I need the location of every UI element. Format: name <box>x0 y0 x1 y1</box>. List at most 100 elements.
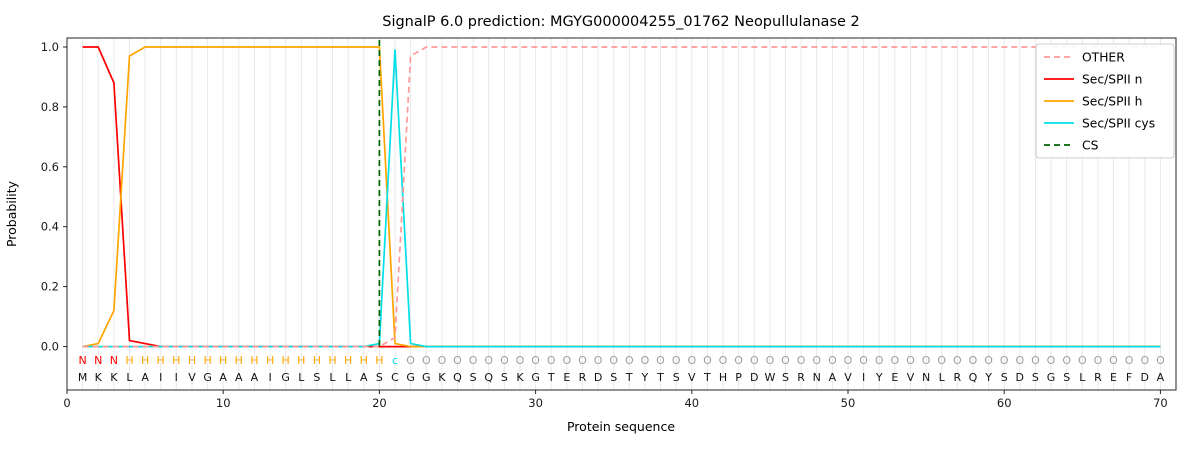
legend: OTHER Sec/SPII n Sec/SPII h Sec/SPII cys CS <box>1035 43 1175 159</box>
residue-letter: V <box>188 371 196 384</box>
residue-letter: T <box>547 371 555 384</box>
region-label: O <box>1125 354 1134 367</box>
residue-letter: A <box>219 371 227 384</box>
plot-border <box>66 37 1177 391</box>
region-label: H <box>375 354 383 367</box>
residue-letter: S <box>1032 371 1039 384</box>
residue-letter: R <box>953 371 961 384</box>
region-label: O <box>562 354 571 367</box>
residue-letter: R <box>1094 371 1102 384</box>
residue-letter: G <box>531 371 540 384</box>
region-label: O <box>547 354 556 367</box>
region-label: H <box>344 354 352 367</box>
legend-entry-label: OTHER <box>1082 50 1125 64</box>
region-label: O <box>1047 354 1056 367</box>
residue-letter: G <box>422 371 431 384</box>
region-label: H <box>188 354 196 367</box>
region-label: O <box>922 354 931 367</box>
region-label: O <box>797 354 806 367</box>
region-label: H <box>125 354 133 367</box>
region-label: N <box>94 354 102 367</box>
region-label: O <box>1031 354 1040 367</box>
residue-letter: Y <box>641 371 649 384</box>
region-label: H <box>250 354 258 367</box>
series-layer <box>82 40 1161 348</box>
x-tick-label: 40 <box>684 396 699 410</box>
residue-letter: S <box>1063 371 1070 384</box>
region-label: O <box>687 354 696 367</box>
region-label: O <box>406 354 415 367</box>
region-label: H <box>328 354 336 367</box>
residue-letter: R <box>797 371 805 384</box>
residue-letter: A <box>141 371 149 384</box>
residue-letter: S <box>376 371 383 384</box>
region-label: H <box>266 354 274 367</box>
sequence-letters-layer: NMNKNKHLHAHIHIHVHGHAHAHAHIHGHLHSHLHLHAHS… <box>78 354 1165 384</box>
region-label: c <box>392 354 398 367</box>
residue-letter: I <box>268 371 271 384</box>
residue-letter: V <box>844 371 852 384</box>
residue-letter: L <box>1079 371 1086 384</box>
region-label: O <box>859 354 868 367</box>
region-label: O <box>969 354 978 367</box>
region-label: H <box>203 354 211 367</box>
axes-layer: 0 10 20 30 40 50 60 70 0.0 0.2 0.4 0.6 0.8 1.0 <box>41 37 1177 410</box>
region-label: O <box>469 354 478 367</box>
region-label: O <box>1094 354 1103 367</box>
residue-letter: H <box>719 371 727 384</box>
region-label: O <box>875 354 884 367</box>
residue-letter: L <box>329 371 336 384</box>
legend-entry-label: Sec/SPII n <box>1082 72 1142 86</box>
residue-letter: C <box>391 371 399 384</box>
residue-letter: S <box>470 371 477 384</box>
residue-letter: A <box>251 371 259 384</box>
legend-entry-label: CS <box>1082 138 1099 152</box>
region-label: N <box>78 354 86 367</box>
region-label: O <box>703 354 712 367</box>
region-label: O <box>1015 354 1024 367</box>
residue-letter: L <box>126 371 133 384</box>
region-label: O <box>719 354 728 367</box>
residue-letter: D <box>594 371 602 384</box>
residue-letter: S <box>313 371 320 384</box>
region-label: O <box>453 354 462 367</box>
residue-letter: I <box>862 371 865 384</box>
residue-letter: G <box>406 371 415 384</box>
region-label: O <box>625 354 634 367</box>
region-label: O <box>672 354 681 367</box>
region-label: O <box>531 354 540 367</box>
region-label: O <box>984 354 993 367</box>
residue-letter: K <box>438 371 446 384</box>
residue-letter: G <box>1047 371 1056 384</box>
x-axis-label: Protein sequence <box>567 419 675 434</box>
residue-letter: D <box>750 371 758 384</box>
x-tick-label: 70 <box>1153 396 1168 410</box>
residue-letter: S <box>782 371 789 384</box>
residue-letter: V <box>688 371 696 384</box>
residue-letter: S <box>1001 371 1008 384</box>
region-label: O <box>1062 354 1071 367</box>
region-label: O <box>516 354 525 367</box>
residue-letter: L <box>345 371 352 384</box>
residue-letter: T <box>656 371 664 384</box>
region-label: O <box>937 354 946 367</box>
residue-letter: L <box>298 371 305 384</box>
residue-letter: K <box>516 371 524 384</box>
residue-letter: G <box>203 371 212 384</box>
region-label: O <box>438 354 447 367</box>
region-label: O <box>594 354 603 367</box>
region-label: H <box>141 354 149 367</box>
residue-letter: Y <box>984 371 992 384</box>
y-tick-label: 0.4 <box>41 220 59 234</box>
residue-letter: A <box>829 371 837 384</box>
residue-letter: E <box>1110 371 1117 384</box>
region-label: O <box>484 354 493 367</box>
region-label: O <box>781 354 790 367</box>
residue-letter: D <box>1141 371 1149 384</box>
region-label: O <box>734 354 743 367</box>
region-label: N <box>110 354 118 367</box>
residue-letter: A <box>360 371 368 384</box>
y-tick-label: 0.2 <box>41 280 59 294</box>
region-label: O <box>750 354 759 367</box>
